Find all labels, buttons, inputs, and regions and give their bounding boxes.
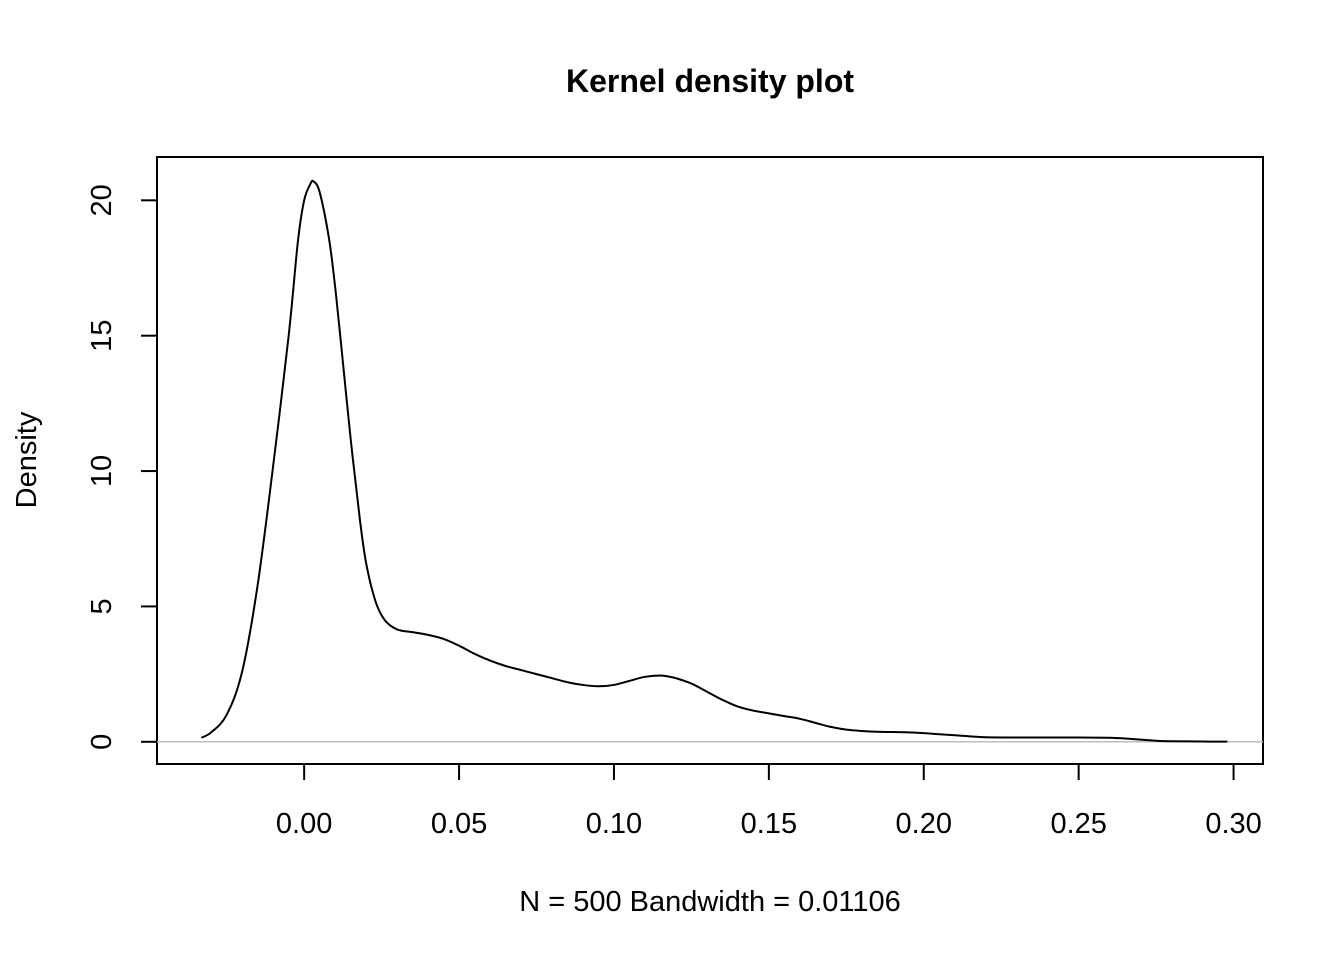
x-tick-label: 0.00 [276,808,332,840]
density-curve [200,179,1228,743]
y-tick-label: 10 [86,455,118,487]
x-tick-label: 0.05 [431,808,487,840]
y-axis: 0 5 10 15 20 [86,184,158,750]
x-tick-label: 0.25 [1050,808,1106,840]
chart-title: Kernel density plot [566,63,854,99]
x-tick-label: 0.15 [741,808,797,840]
y-tick-label: 15 [86,320,118,352]
x-tick-label: 0.10 [586,808,642,840]
x-axis: 0.00 0.05 0.10 0.15 0.20 0.25 0.30 [276,763,1262,840]
y-tick-label: 20 [86,184,118,216]
x-tick-label: 0.20 [896,808,952,840]
y-tick-label: 0 [86,734,118,750]
y-axis-label: Density [11,411,43,508]
x-axis-label: N = 500 Bandwidth = 0.01106 [519,886,901,918]
x-tick-label: 0.30 [1205,808,1261,840]
y-tick-label: 5 [86,598,118,614]
plot-frame [156,156,1264,765]
